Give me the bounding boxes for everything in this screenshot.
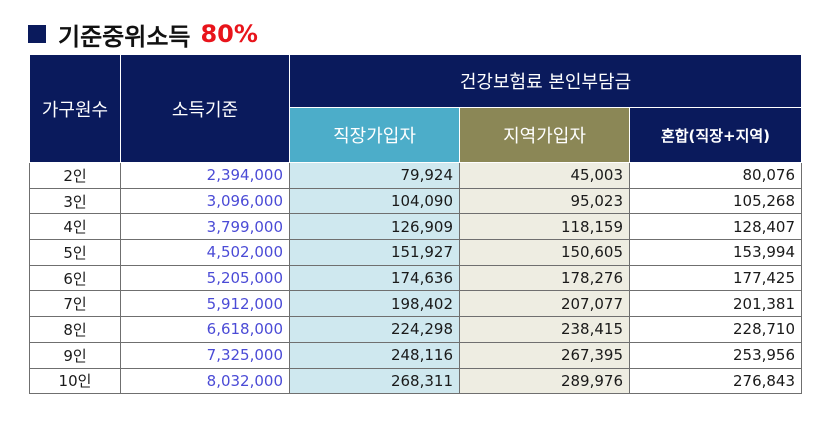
cell-household-size: 2인 — [29, 162, 121, 189]
cell-workplace: 126,909 — [289, 213, 460, 241]
cell-workplace: 224,298 — [289, 316, 460, 343]
cell-workplace: 198,402 — [289, 290, 460, 318]
header-row-top: 가구원수 소득기준 건강보험료 본인부담금 — [29, 54, 803, 163]
cell-income: 4,502,000 — [120, 239, 290, 266]
header-mixed: 혼합(직장+지역) — [628, 107, 803, 163]
cell-regional: 150,605 — [459, 239, 630, 266]
cell-mixed: 153,994 — [628, 239, 803, 266]
cell-household-size: 5인 — [29, 239, 121, 266]
square-bullet-icon — [28, 25, 46, 43]
cell-household-size: 10인 — [29, 367, 121, 395]
cell-workplace: 151,927 — [289, 239, 460, 266]
header-row-bottom: 직장가입자 지역가입자 혼합(직장+지역) — [30, 107, 803, 163]
table-row: 2인 2,394,000 79,924 45,003 80,076 — [29, 162, 803, 189]
cell-mixed: 105,268 — [628, 187, 803, 215]
table-row: 4인 3,799,000 126,909 118,159 128,407 — [29, 213, 803, 241]
cell-regional: 267,395 — [459, 341, 630, 369]
cell-income: 5,912,000 — [120, 290, 290, 318]
premium-table: 가구원수 소득기준 건강보험료 본인부담금 직장가입자 지역가입자 혼합(직장+… — [29, 54, 803, 395]
table-row: 10인 8,032,000 268,311 289,976 276,843 — [29, 367, 803, 395]
cell-mixed: 80,076 — [628, 162, 803, 189]
cell-regional: 118,159 — [459, 213, 630, 241]
table-row: 6인 5,205,000 174,636 178,276 177,425 — [29, 264, 803, 292]
cell-regional: 178,276 — [459, 264, 630, 292]
header-household-size: 가구원수 — [29, 54, 121, 163]
cell-mixed: 228,710 — [628, 316, 803, 343]
cell-income: 6,618,000 — [120, 316, 290, 343]
cell-workplace: 104,090 — [289, 187, 460, 215]
cell-income: 2,394,000 — [120, 162, 290, 189]
page-title: 기준중위소득 80% — [28, 16, 258, 52]
cell-income: 3,799,000 — [120, 213, 290, 241]
cell-mixed: 128,407 — [628, 213, 803, 241]
header-premium-group: 건강보험료 본인부담금 — [288, 54, 803, 108]
cell-household-size: 9인 — [29, 341, 121, 369]
cell-mixed: 276,843 — [628, 367, 803, 395]
cell-income: 3,096,000 — [120, 187, 290, 215]
table-row: 9인 7,325,000 248,116 267,395 253,956 — [29, 341, 803, 369]
cell-mixed: 177,425 — [628, 264, 803, 292]
cell-mixed: 253,956 — [628, 341, 803, 369]
cell-household-size: 7인 — [29, 290, 121, 318]
page-title-text: 기준중위소득 — [58, 22, 191, 51]
table-row: 3인 3,096,000 104,090 95,023 105,268 — [29, 187, 803, 215]
cell-household-size: 4인 — [29, 213, 121, 241]
page-title-percent: 80% — [200, 20, 258, 48]
table-row: 5인 4,502,000 151,927 150,605 153,994 — [29, 239, 803, 266]
cell-workplace: 174,636 — [289, 264, 460, 292]
cell-income: 5,205,000 — [120, 264, 290, 292]
cell-income: 7,325,000 — [120, 341, 290, 369]
cell-household-size: 6인 — [29, 264, 121, 292]
cell-income: 8,032,000 — [120, 367, 290, 395]
cell-regional: 238,415 — [459, 316, 630, 343]
cell-regional: 207,077 — [459, 290, 630, 318]
cell-household-size: 8인 — [29, 316, 121, 343]
header-income-standard: 소득기준 — [120, 54, 290, 163]
cell-workplace: 268,311 — [289, 367, 460, 395]
header-regional: 지역가입자 — [459, 107, 630, 163]
cell-regional: 45,003 — [459, 162, 630, 189]
cell-household-size: 3인 — [29, 187, 121, 215]
header-workplace: 직장가입자 — [289, 107, 460, 163]
table-row: 8인 6,618,000 224,298 238,415 228,710 — [29, 316, 803, 343]
cell-regional: 289,976 — [459, 367, 630, 395]
cell-workplace: 79,924 — [289, 162, 460, 189]
table-row: 7인 5,912,000 198,402 207,077 201,381 — [29, 290, 803, 318]
cell-regional: 95,023 — [459, 187, 630, 215]
cell-workplace: 248,116 — [289, 341, 460, 369]
cell-mixed: 201,381 — [628, 290, 803, 318]
